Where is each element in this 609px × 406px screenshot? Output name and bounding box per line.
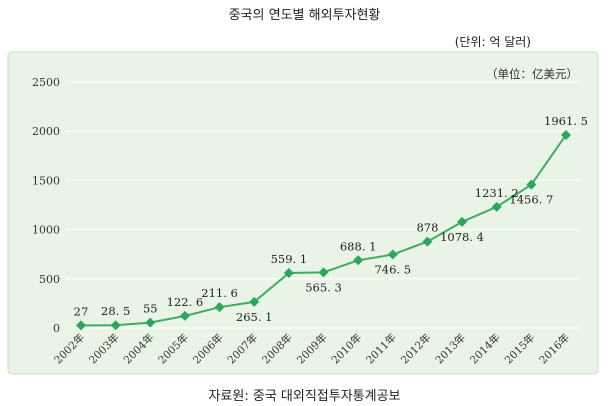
data-point-marker	[76, 320, 86, 331]
page-title: 중국의 연도별 해외투자현황	[228, 8, 381, 23]
data-point-marker	[457, 216, 468, 227]
data-label: 688. 1	[340, 239, 377, 253]
y-tick-label: 1000	[32, 224, 60, 237]
data-point-marker	[561, 129, 571, 140]
data-label: 746. 5	[374, 263, 411, 277]
data-point-marker	[214, 302, 225, 313]
unit-label-inner: （单位：亿美元）	[486, 67, 578, 81]
data-point-marker	[318, 267, 329, 278]
y-axis-ticks: 0 500 1000 1500 2000 2500	[32, 76, 60, 335]
data-label: 1078. 4	[440, 230, 484, 244]
data-point-marker	[110, 320, 121, 331]
data-point-marker	[387, 249, 398, 260]
source-note: 자료원: 중국 대외직접투자통계공보	[208, 389, 401, 404]
data-label: 559. 1	[271, 252, 308, 266]
unit-label-outer: (단위: 억 달러)	[454, 35, 531, 49]
data-point-marker	[249, 296, 260, 307]
data-label: 1231. 2	[475, 186, 519, 200]
data-label: 1961. 5	[544, 114, 588, 128]
y-tick-label: 2500	[32, 76, 60, 89]
data-label: 122. 6	[167, 295, 204, 309]
data-label: 265. 1	[236, 310, 273, 324]
data-point-marker	[491, 201, 502, 212]
y-tick-label: 500	[39, 273, 60, 286]
data-markers	[76, 129, 571, 331]
data-label: 211. 6	[201, 286, 238, 300]
data-label: 878	[416, 221, 438, 235]
data-point-marker	[283, 267, 294, 278]
data-label: 28. 5	[101, 304, 130, 318]
data-point-marker	[422, 236, 433, 247]
y-tick-label: 1500	[32, 174, 60, 187]
y-tick-label: 2000	[32, 125, 60, 138]
data-label: 1456. 7	[509, 193, 553, 207]
data-label: 565. 3	[305, 280, 342, 294]
data-point-marker	[179, 310, 190, 321]
data-point-marker	[526, 179, 537, 190]
data-point-marker	[353, 255, 364, 266]
data-label: 27	[74, 304, 89, 318]
data-label: 55	[143, 302, 158, 316]
gridlines	[66, 81, 580, 329]
y-tick-label: 0	[53, 322, 60, 335]
data-point-marker	[145, 317, 156, 328]
